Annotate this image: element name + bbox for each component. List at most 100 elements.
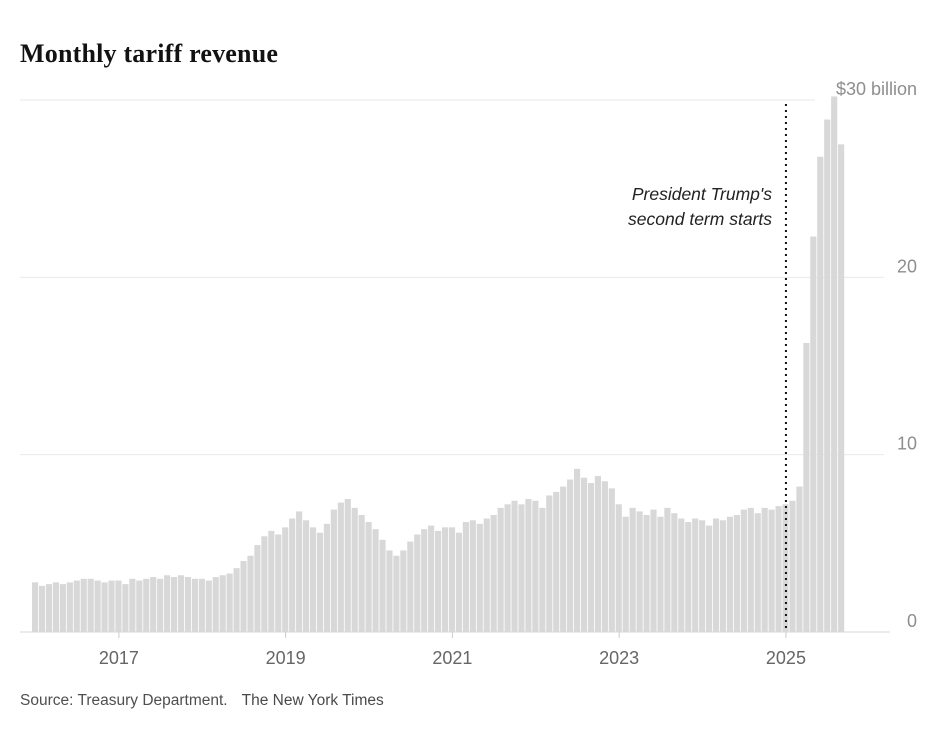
bar-month bbox=[337, 502, 344, 632]
bar-month bbox=[448, 527, 456, 632]
bar-month bbox=[80, 578, 87, 632]
x-axis-label-2019: 2019 bbox=[266, 648, 306, 668]
bar-month bbox=[233, 568, 240, 632]
x-axis-label-2025: 2025 bbox=[766, 648, 806, 668]
bar-month bbox=[73, 580, 80, 632]
bar-month bbox=[59, 584, 66, 632]
bar-month bbox=[400, 550, 407, 632]
bar-month bbox=[525, 499, 532, 632]
bar-month bbox=[52, 582, 59, 632]
bar-month bbox=[831, 96, 838, 632]
bar-month bbox=[108, 580, 115, 632]
bar-month bbox=[393, 555, 400, 632]
bar-month bbox=[407, 541, 414, 632]
event-annotation-line1: President Trump's bbox=[631, 184, 772, 204]
bar-month bbox=[490, 514, 497, 632]
bar-month bbox=[421, 529, 428, 632]
bar-month bbox=[803, 342, 810, 632]
bar-month bbox=[351, 507, 358, 632]
bar-month bbox=[212, 577, 219, 632]
bar-month bbox=[261, 536, 268, 632]
bar-month bbox=[657, 516, 664, 632]
x-axis-label-2023: 2023 bbox=[599, 648, 639, 668]
y-axis-label-10: 10 bbox=[897, 434, 917, 454]
bar-month bbox=[782, 504, 789, 632]
bar-month bbox=[504, 504, 511, 632]
bar-month bbox=[157, 578, 164, 632]
bar-month bbox=[643, 514, 650, 632]
bar-month bbox=[386, 550, 393, 632]
bar-month bbox=[567, 479, 574, 632]
y-axis-label-30: $30 billion bbox=[836, 79, 917, 99]
bar-month bbox=[587, 483, 595, 632]
bar-month bbox=[435, 530, 442, 632]
bar-month bbox=[379, 539, 386, 632]
bar-month bbox=[372, 529, 379, 632]
bar-month bbox=[810, 236, 817, 633]
bar-month bbox=[615, 504, 622, 632]
bar-month bbox=[198, 578, 205, 632]
publisher-credit: The New York Times bbox=[241, 692, 384, 709]
bar-month bbox=[32, 582, 39, 632]
bar-month bbox=[685, 522, 692, 632]
bar-month bbox=[455, 532, 463, 632]
y-axis-label-0: 0 bbox=[907, 611, 917, 631]
bar-month bbox=[101, 582, 108, 632]
bar-month bbox=[136, 580, 143, 632]
bar-month bbox=[38, 585, 46, 632]
event-annotation: President Trump's second term starts bbox=[628, 182, 772, 232]
bar-month bbox=[316, 532, 324, 632]
bar-month bbox=[247, 555, 254, 632]
bar-month bbox=[817, 156, 824, 632]
bar-month bbox=[483, 518, 490, 632]
bar-month bbox=[719, 520, 727, 632]
source-label: Source: Treasury Department. bbox=[20, 692, 228, 709]
bar-month bbox=[726, 516, 734, 632]
bar-month bbox=[268, 530, 275, 632]
source-row: Source: Treasury Department. The New York… bbox=[20, 692, 384, 710]
bar-month bbox=[205, 580, 212, 632]
bar-month bbox=[309, 527, 317, 632]
bar-month bbox=[143, 578, 150, 632]
bar-month bbox=[122, 584, 129, 632]
bar-month bbox=[323, 523, 330, 632]
bar-month bbox=[671, 513, 678, 632]
bar-month bbox=[330, 509, 337, 632]
bar-month bbox=[303, 520, 310, 632]
event-annotation-line2: second term starts bbox=[628, 208, 772, 229]
bar-month bbox=[94, 580, 101, 632]
bar-month bbox=[428, 525, 435, 632]
bar-month bbox=[580, 477, 588, 632]
bar-month bbox=[177, 575, 185, 632]
bar-month bbox=[289, 518, 296, 632]
bar-month bbox=[66, 582, 73, 632]
bar-month bbox=[796, 486, 803, 632]
y-axis-label-20: 20 bbox=[897, 256, 917, 276]
bar-month bbox=[170, 577, 178, 632]
bar-month bbox=[532, 500, 539, 632]
bar-month bbox=[775, 506, 782, 632]
x-axis-label-2021: 2021 bbox=[432, 648, 472, 668]
bar-month bbox=[754, 513, 761, 632]
bar-month bbox=[191, 578, 198, 632]
bar-month bbox=[115, 580, 122, 632]
chart-title: Monthly tariff revenue bbox=[20, 39, 279, 69]
bar-month bbox=[747, 507, 754, 632]
bar-month bbox=[511, 500, 518, 632]
bar-month bbox=[254, 545, 261, 632]
bar-month bbox=[678, 518, 685, 632]
bar-month bbox=[824, 119, 831, 632]
bar-month bbox=[636, 511, 643, 632]
bar-month bbox=[414, 534, 421, 632]
bar-month bbox=[441, 527, 449, 632]
bar-month bbox=[150, 577, 157, 632]
x-axis-label-2017: 2017 bbox=[99, 648, 139, 668]
bar-month bbox=[594, 475, 601, 632]
bar-month bbox=[706, 525, 713, 632]
bar-month bbox=[462, 522, 469, 632]
bar-month bbox=[219, 575, 226, 632]
bar-month bbox=[838, 144, 845, 632]
bar-month bbox=[733, 514, 740, 632]
